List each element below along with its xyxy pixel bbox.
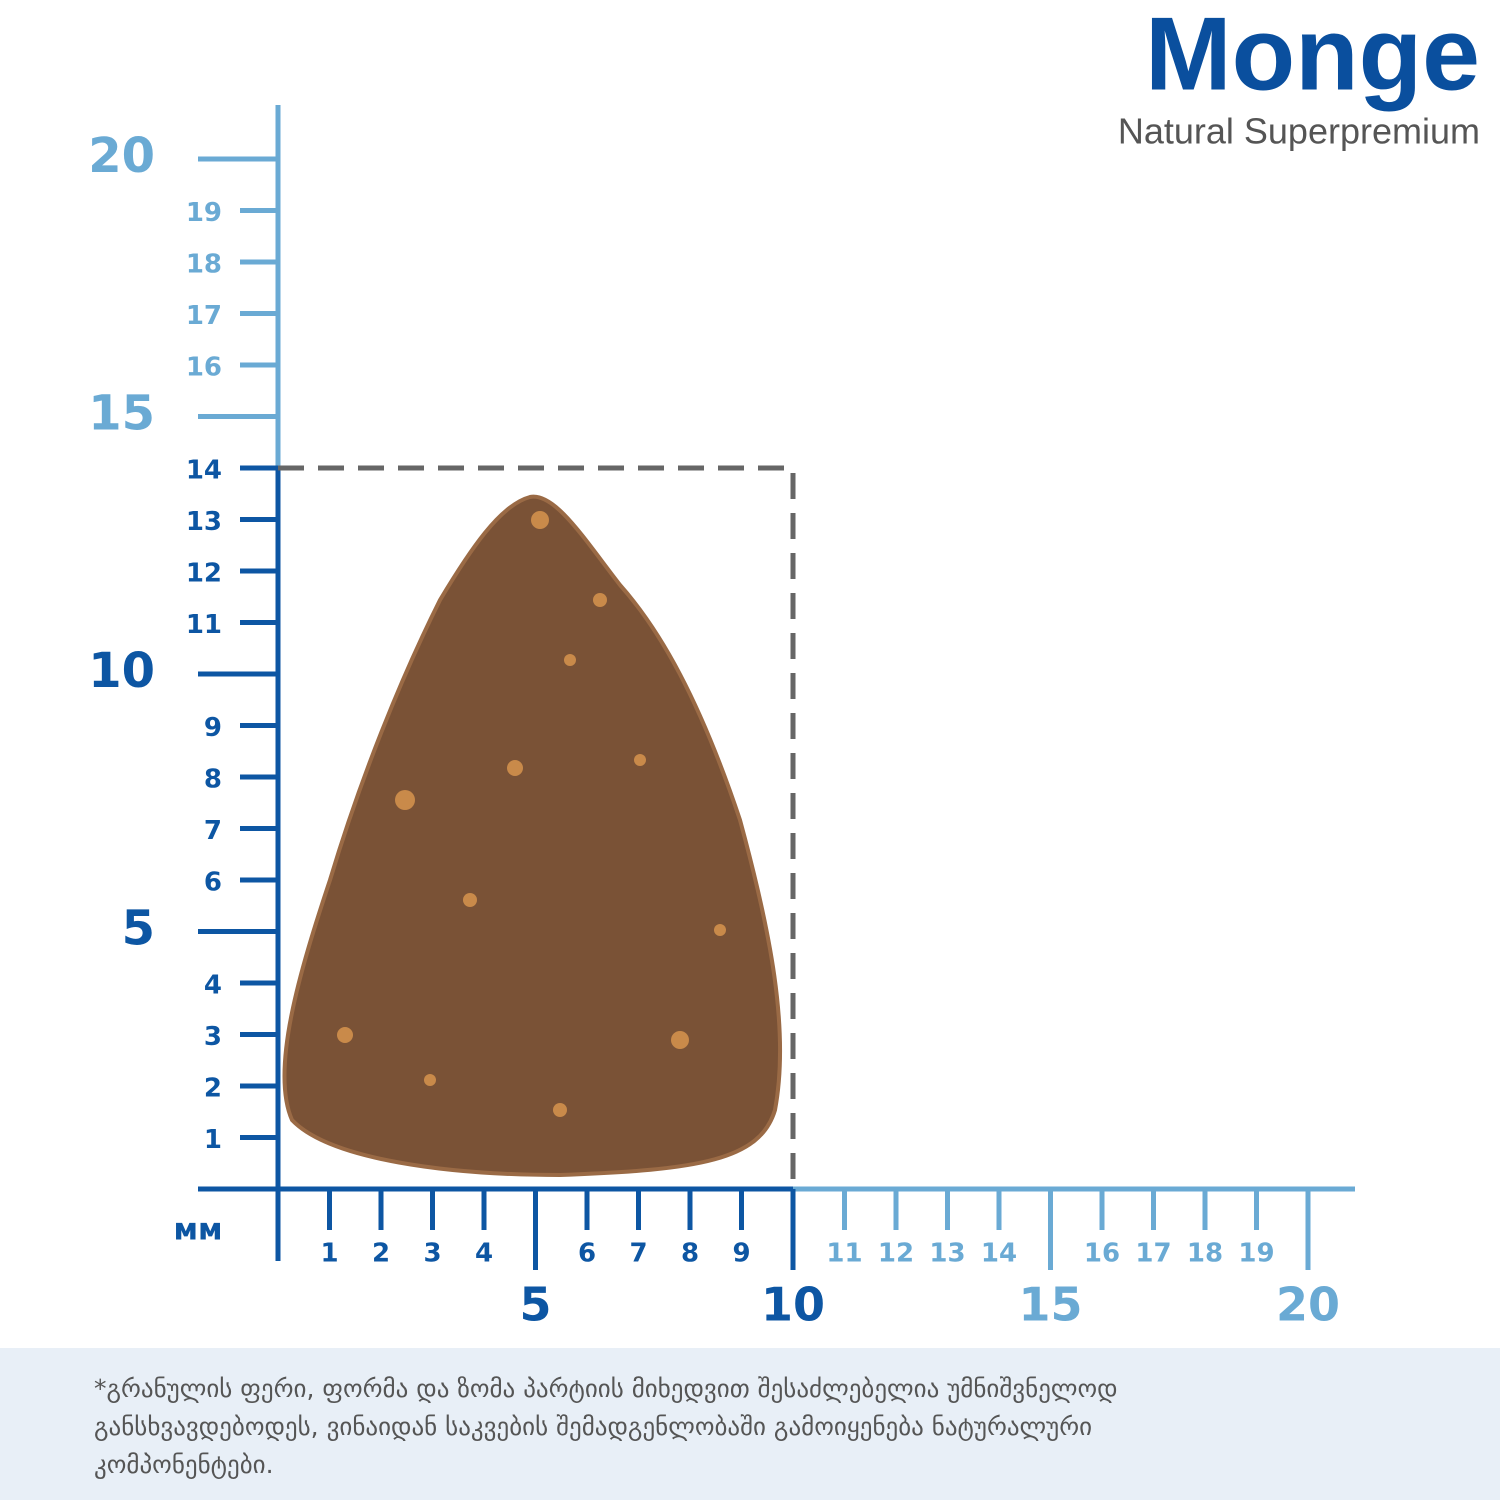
x-tick-label: 18 bbox=[1187, 1239, 1223, 1269]
x-tick-label: 19 bbox=[1238, 1239, 1274, 1269]
y-tick-label: 17 bbox=[186, 301, 222, 331]
y-tick-label: 19 bbox=[186, 198, 222, 228]
x-tick-label: 6 bbox=[578, 1239, 596, 1269]
y-tick-label: 16 bbox=[186, 353, 222, 383]
x-tick-label: 8 bbox=[681, 1239, 699, 1269]
y-tick-label: 18 bbox=[186, 250, 222, 280]
x-tick-label: 15 bbox=[1018, 1278, 1082, 1332]
y-tick-label: 4 bbox=[204, 971, 222, 1001]
x-tick-label: 2 bbox=[372, 1239, 390, 1269]
y-tick-label: 7 bbox=[204, 816, 222, 846]
y-tick-label: 20 bbox=[88, 128, 155, 184]
y-tick-label: 6 bbox=[204, 868, 222, 898]
x-tick-label: 5 bbox=[519, 1278, 551, 1332]
tagline: Natural Superpremium bbox=[1118, 111, 1480, 152]
footer-band bbox=[0, 1348, 1500, 1500]
x-tick-label: 11 bbox=[826, 1239, 862, 1269]
kibble-texture bbox=[337, 511, 726, 1117]
brand: Monge bbox=[1145, 0, 1480, 112]
y-tick-label: 3 bbox=[204, 1022, 222, 1052]
y-tick-label: 14 bbox=[186, 456, 222, 486]
x-tick-label: 13 bbox=[929, 1239, 965, 1269]
y-tick-label: 10 bbox=[88, 643, 155, 699]
x-tick-label: 17 bbox=[1135, 1239, 1171, 1269]
unit-label: мм bbox=[173, 1213, 222, 1248]
y-tick-label: 9 bbox=[204, 713, 222, 743]
y-tick-label: 13 bbox=[186, 507, 222, 537]
footnote-line: კომპონენტები. bbox=[94, 1450, 274, 1479]
y-tick-label: 12 bbox=[186, 559, 222, 589]
y-tick-label: 5 bbox=[122, 901, 155, 957]
x-tick-label: 4 bbox=[475, 1239, 493, 1269]
x-tick-label: 16 bbox=[1084, 1239, 1120, 1269]
x-tick-label: 1 bbox=[320, 1239, 338, 1269]
x-tick-label: 3 bbox=[423, 1239, 441, 1269]
x-tick-label: 20 bbox=[1276, 1278, 1340, 1332]
y-tick-label: 8 bbox=[204, 765, 222, 795]
x-tick-label: 14 bbox=[981, 1239, 1017, 1269]
footnote-line: განსხვავდებოდეს, ვინაიდან საკვების შემად… bbox=[94, 1412, 1092, 1441]
y-tick-label: 15 bbox=[88, 386, 155, 442]
y-tick-label: 11 bbox=[186, 610, 222, 640]
x-tick-label: 7 bbox=[629, 1239, 647, 1269]
x-tick-label: 12 bbox=[878, 1239, 914, 1269]
size-box bbox=[278, 465, 796, 1189]
y-tick-label: 2 bbox=[204, 1074, 222, 1104]
kibble bbox=[282, 494, 783, 1178]
x-tick-label: 10 bbox=[761, 1278, 825, 1332]
y-tick-label: 1 bbox=[204, 1125, 222, 1155]
x-tick-label: 9 bbox=[732, 1239, 750, 1269]
footnote-line: *გრანულის ფერი, ფორმა და ზომა პარტიის მი… bbox=[94, 1374, 1118, 1403]
